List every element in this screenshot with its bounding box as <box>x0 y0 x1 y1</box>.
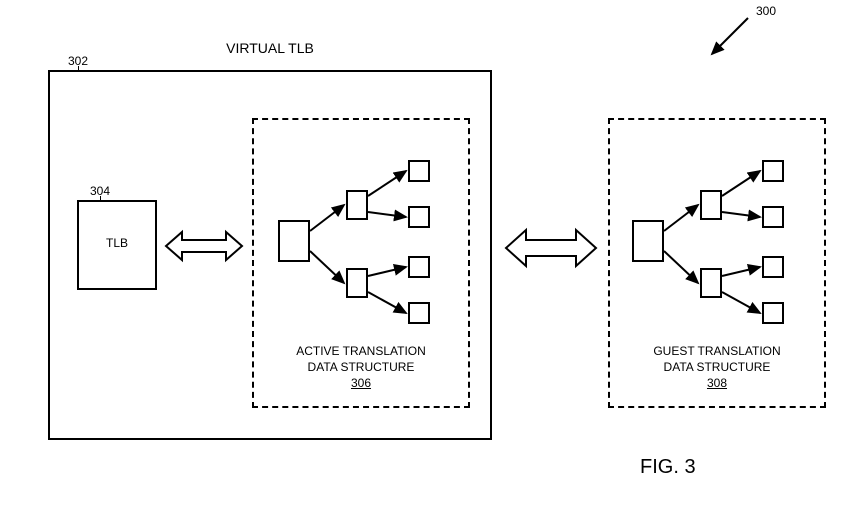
diagram-canvas: 300 VIRTUAL TLB 302 TLB 304 ACTIVE TRANS… <box>0 0 866 505</box>
guest-tree-edges <box>0 0 866 505</box>
figure-label: FIG. 3 <box>640 456 696 479</box>
bidir-arrow-2 <box>506 228 596 268</box>
